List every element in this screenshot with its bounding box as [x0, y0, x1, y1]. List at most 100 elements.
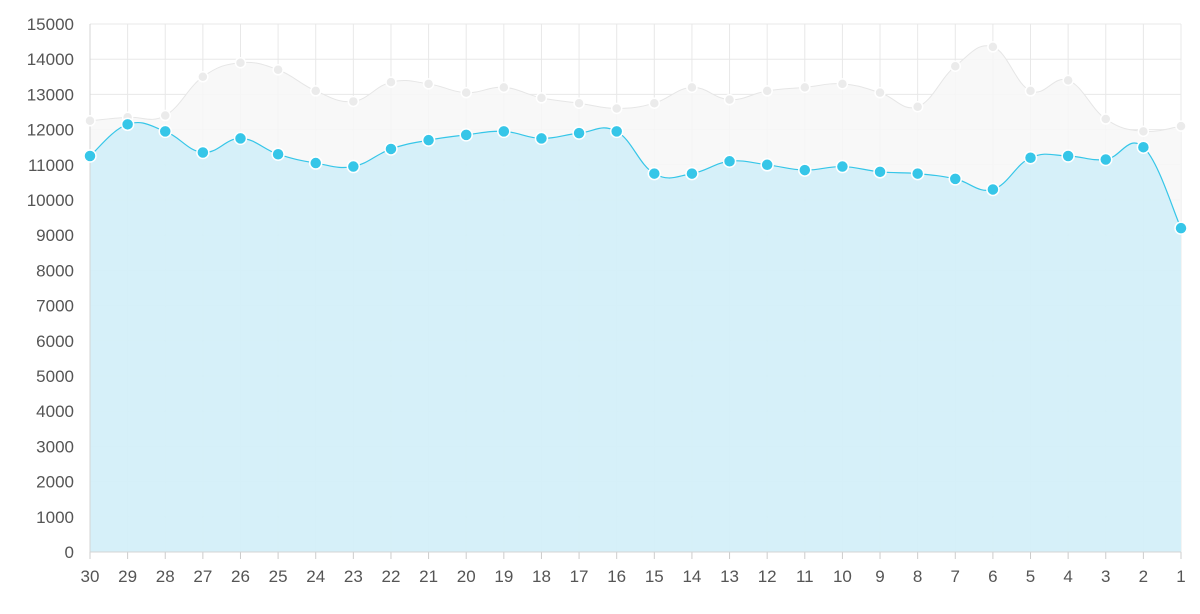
series-1-point[interactable]: [685, 166, 699, 181]
series-0-point[interactable]: [1062, 74, 1074, 87]
x-tick-label: 28: [156, 567, 175, 586]
series-1-point[interactable]: [1061, 149, 1075, 163]
x-tick-label: 4: [1063, 567, 1072, 586]
series-1-point[interactable]: [1136, 140, 1151, 154]
series-1-point[interactable]: [1174, 221, 1188, 235]
series-0-point[interactable]: [648, 97, 661, 109]
series-0-point[interactable]: [535, 92, 548, 104]
series-0-point[interactable]: [347, 95, 360, 108]
x-tick-label: 20: [457, 567, 476, 586]
series-0-point[interactable]: [911, 100, 924, 113]
series-1-point[interactable]: [196, 145, 210, 160]
y-tick-label: 6000: [36, 332, 74, 351]
y-tick-label: 0: [65, 543, 74, 562]
series-1-point[interactable]: [722, 154, 737, 169]
axes: [89, 24, 1182, 559]
series-0-point[interactable]: [761, 85, 773, 97]
y-tick-label: 2000: [36, 473, 74, 492]
series-0-point[interactable]: [987, 41, 999, 53]
series-0-point[interactable]: [610, 102, 623, 115]
x-tick-label: 16: [607, 567, 626, 586]
x-tick-label: 13: [720, 567, 739, 586]
x-tick-label: 26: [231, 567, 250, 586]
series-0-point[interactable]: [686, 81, 698, 94]
series-0-point[interactable]: [84, 115, 96, 127]
series-1-point[interactable]: [798, 163, 812, 177]
series-1-point[interactable]: [120, 117, 135, 132]
x-tick-label: 8: [913, 567, 922, 586]
series-0-point[interactable]: [272, 64, 284, 76]
series-1-point[interactable]: [572, 126, 586, 140]
series-0-point[interactable]: [1175, 120, 1187, 132]
x-tick-label: 30: [81, 567, 100, 586]
series-1-point[interactable]: [534, 131, 549, 146]
x-tick-label: 29: [118, 567, 137, 586]
series-0-point[interactable]: [498, 81, 510, 94]
x-tick-label: 5: [1026, 567, 1035, 586]
series-1-point[interactable]: [1099, 152, 1113, 167]
series-1-point[interactable]: [1023, 151, 1038, 165]
series-1-point[interactable]: [647, 166, 662, 181]
series-1-point[interactable]: [233, 131, 248, 146]
series-0-point[interactable]: [422, 78, 435, 90]
y-tick-label: 8000: [36, 261, 74, 280]
series-areas: [89, 45, 1182, 553]
series-0-point[interactable]: [1100, 113, 1112, 125]
x-tick-label: 10: [833, 567, 852, 586]
series-0-point[interactable]: [874, 86, 886, 99]
x-tick-label: 19: [494, 567, 513, 586]
x-tick-label: 22: [382, 567, 401, 586]
y-tick-label: 12000: [27, 121, 74, 140]
x-tick-label: 2: [1139, 567, 1148, 586]
y-tick-label: 15000: [27, 15, 74, 34]
y-tick-label: 3000: [36, 437, 74, 456]
series-1-point[interactable]: [609, 124, 624, 139]
y-tick-label: 4000: [36, 402, 74, 421]
series-1-area: [90, 122, 1181, 552]
x-tick-label: 24: [306, 567, 325, 586]
series-1-point[interactable]: [986, 182, 1000, 197]
series-1-point[interactable]: [158, 124, 172, 139]
series-1-point[interactable]: [83, 149, 97, 163]
x-tick-label: 1: [1176, 567, 1185, 586]
series-1-point[interactable]: [459, 128, 473, 142]
x-tick-label: 25: [269, 567, 288, 586]
series-1-point[interactable]: [835, 159, 850, 174]
x-tick-label: 14: [682, 567, 701, 586]
series-0-point[interactable]: [385, 76, 397, 88]
series-0-point[interactable]: [1024, 85, 1037, 97]
series-0-point[interactable]: [234, 56, 247, 69]
series-0-point[interactable]: [159, 109, 171, 122]
series-0-point[interactable]: [309, 85, 322, 97]
series-0-point[interactable]: [723, 93, 736, 106]
x-tick-label: 6: [988, 567, 997, 586]
y-tick-label: 11000: [28, 156, 74, 175]
x-tick-label: 11: [796, 567, 814, 586]
series-1-point[interactable]: [873, 165, 887, 179]
series-1-point[interactable]: [421, 133, 436, 147]
series-0-point[interactable]: [949, 60, 962, 72]
series-points: [83, 41, 1188, 235]
series-0-point[interactable]: [799, 81, 811, 94]
x-tick-label: 27: [193, 567, 212, 586]
series-0-point[interactable]: [1137, 125, 1150, 138]
series-1-point[interactable]: [910, 166, 925, 181]
series-1-point[interactable]: [497, 124, 511, 139]
y-tick-label: 10000: [27, 191, 74, 210]
series-1-point[interactable]: [271, 147, 285, 161]
series-0-point[interactable]: [197, 71, 209, 83]
y-tick-label: 7000: [36, 297, 74, 316]
series-1-point[interactable]: [948, 172, 963, 186]
series-1-point[interactable]: [384, 142, 398, 156]
series-0-point[interactable]: [573, 97, 585, 109]
series-1-point[interactable]: [308, 156, 323, 170]
x-tick-label: 15: [645, 567, 664, 586]
series-1-point[interactable]: [346, 159, 361, 174]
y-tick-label: 1000: [36, 508, 74, 527]
series-0-point[interactable]: [460, 86, 472, 99]
x-tick-label: 3: [1101, 567, 1110, 586]
series-0-point[interactable]: [836, 78, 849, 90]
series-1-point[interactable]: [760, 158, 774, 172]
